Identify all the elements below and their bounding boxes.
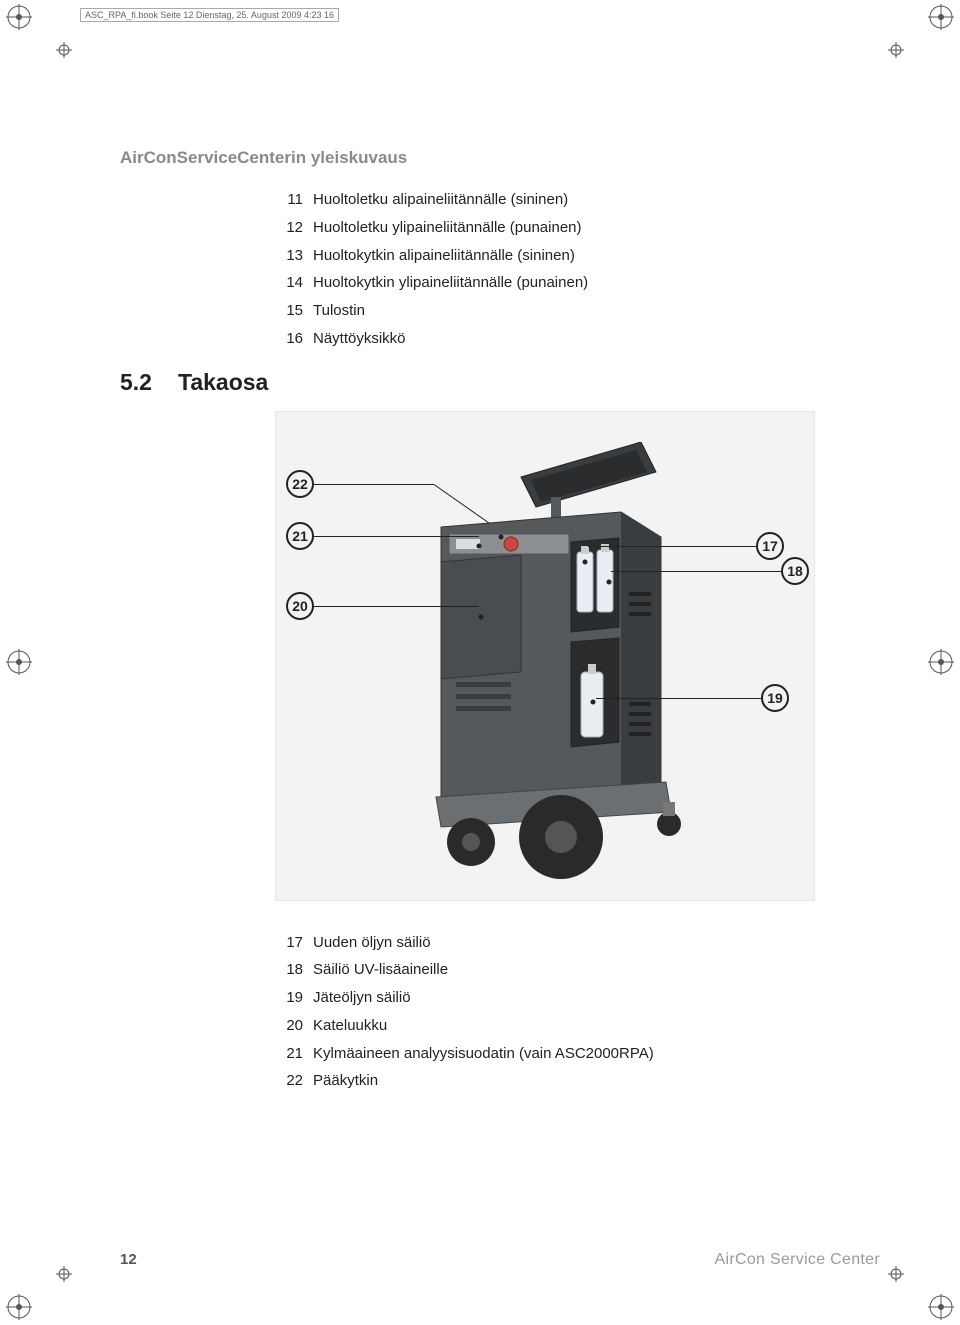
item-num: 22 — [275, 1067, 303, 1095]
item-num: 13 — [275, 242, 303, 270]
list-item: 19 Jäteöljyn säiliö — [275, 984, 880, 1012]
page-footer: 12 AirCon Service Center — [120, 1251, 880, 1269]
item-text: Huoltoletku ylipaineliitännälle (punaine… — [313, 214, 582, 242]
page-number: 12 — [120, 1251, 137, 1268]
lower-list: 17 Uuden öljyn säiliö 18 Säiliö UV-lisäain… — [275, 929, 880, 1096]
list-item: 11 Huoltoletku alipaineliitännälle (sinin… — [275, 186, 880, 214]
list-item: 16 Näyttöyksikkö — [275, 325, 880, 353]
item-num: 19 — [275, 984, 303, 1012]
callout-22: 22 — [286, 470, 314, 498]
regmark-bl — [6, 1294, 32, 1320]
item-text: Jäteöljyn säiliö — [313, 984, 411, 1012]
list-item: 13 Huoltokytkin alipaineliitännälle (sini… — [275, 242, 880, 270]
cropmark-br-inner — [888, 1266, 904, 1282]
heading-title: Takaosa — [178, 369, 268, 396]
item-num: 18 — [275, 956, 303, 984]
list-item: 12 Huoltoletku ylipaineliitännälle (punai… — [275, 214, 880, 242]
regmark-mr — [928, 649, 954, 675]
item-num: 17 — [275, 929, 303, 957]
list-item: 21 Kylmäaineen analyysisuodatin (vain ASC… — [275, 1040, 880, 1068]
item-num: 16 — [275, 325, 303, 353]
heading-row: 5.2 Takaosa — [120, 369, 880, 396]
cropmark-tr-inner — [888, 42, 904, 58]
item-text: Huoltoletku alipaineliitännälle (sininen… — [313, 186, 568, 214]
item-text: Näyttöyksikkö — [313, 325, 406, 353]
item-text: Pääkytkin — [313, 1067, 378, 1095]
list-item: 15 Tulostin — [275, 297, 880, 325]
item-text: Uuden öljyn säiliö — [313, 929, 431, 957]
callout-18: 18 — [781, 557, 809, 585]
item-num: 12 — [275, 214, 303, 242]
regmark-ml — [6, 649, 32, 675]
list-item: 17 Uuden öljyn säiliö — [275, 929, 880, 957]
regmark-tr — [928, 4, 954, 30]
machine-illustration — [371, 442, 721, 882]
item-num: 14 — [275, 269, 303, 297]
heading-number: 5.2 — [120, 369, 178, 396]
list-item: 14 Huoltokytkin ylipaineliitännälle (puna… — [275, 269, 880, 297]
item-text: Huoltokytkin alipaineliitännälle (sinine… — [313, 242, 575, 270]
list-item: 18 Säiliö UV-lisäaineille — [275, 956, 880, 984]
leader-line — [314, 536, 479, 537]
leader-line — [611, 571, 781, 572]
item-text: Huoltokytkin ylipaineliitännälle (punain… — [313, 269, 588, 297]
regmark-tl — [6, 4, 32, 30]
page-content: AirConServiceCenterin yleiskuvaus 11 Huol… — [80, 60, 880, 1260]
callout-19: 19 — [761, 684, 789, 712]
item-text: Säiliö UV-lisäaineille — [313, 956, 448, 984]
callout-20: 20 — [286, 592, 314, 620]
item-text: Kylmäaineen analyysisuodatin (vain ASC20… — [313, 1040, 654, 1068]
item-num: 15 — [275, 297, 303, 325]
regmark-br — [928, 1294, 954, 1320]
callout-21: 21 — [286, 522, 314, 550]
item-num: 20 — [275, 1012, 303, 1040]
item-text: Kateluukku — [313, 1012, 387, 1040]
callout-17: 17 — [756, 532, 784, 560]
leader-line — [596, 698, 761, 699]
section-header: AirConServiceCenterin yleiskuvaus — [120, 148, 880, 168]
print-meta-header: ASC_RPA_fi.book Seite 12 Dienstag, 25. A… — [80, 8, 339, 22]
list-item: 22 Pääkytkin — [275, 1067, 880, 1095]
item-num: 21 — [275, 1040, 303, 1068]
list-item: 20 Kateluukku — [275, 1012, 880, 1040]
cropmark-bl-inner — [56, 1266, 72, 1282]
leader-line — [314, 606, 479, 607]
leader-line — [314, 484, 434, 485]
item-text: Tulostin — [313, 297, 365, 325]
cropmark-tl-inner — [56, 42, 72, 58]
footer-brand: AirCon Service Center — [715, 1251, 880, 1269]
upper-list: 11 Huoltoletku alipaineliitännälle (sinin… — [275, 186, 880, 353]
item-num: 11 — [275, 186, 303, 214]
leader-line — [588, 546, 756, 547]
figure-takaosa: 22 21 20 17 18 19 — [275, 411, 815, 901]
